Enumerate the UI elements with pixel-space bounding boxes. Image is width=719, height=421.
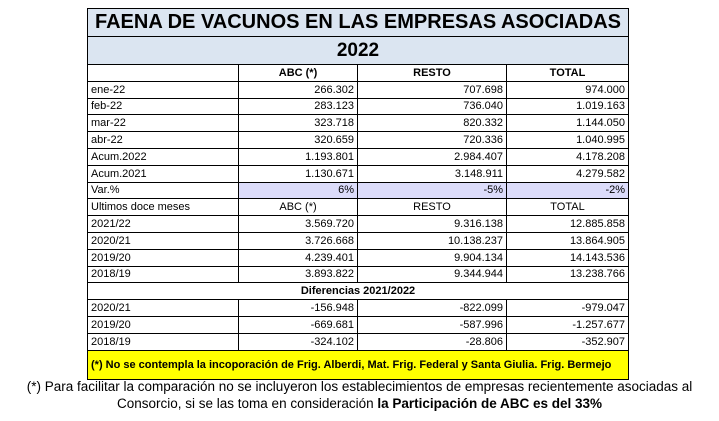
value-cell: -587.996 <box>357 315 507 334</box>
value-cell: -28.806 <box>357 332 507 351</box>
note-row: (*) No se contempla la incoporación de F… <box>87 349 629 380</box>
title-row: FAENA DE VACUNOS EN LAS EMPRESAS ASOCIAD… <box>87 8 629 37</box>
row-label: Acum.2022 <box>87 147 239 166</box>
header-cell: RESTO <box>357 198 507 217</box>
value-cell: 13.864.905 <box>506 231 629 250</box>
data-row: 2019/20 -669.681 -587.996 -1.257.677 <box>87 315 629 334</box>
value-cell: -2% <box>506 181 629 200</box>
value-cell: 4.239.401 <box>238 248 358 267</box>
value-cell: 2.984.407 <box>357 147 507 166</box>
value-cell: 266.302 <box>238 80 358 99</box>
data-row: 2018/19 -324.102 -28.806 -352.907 <box>87 332 629 351</box>
section-title: Diferencias 2021/2022 <box>87 282 629 301</box>
data-row: 2020/21 -156.948 -822.099 -979.047 <box>87 299 629 317</box>
value-cell: 320.659 <box>238 131 358 149</box>
header-cell: ABC (*) <box>238 198 358 217</box>
footnote: (*) Para facilitar la comparación no se … <box>0 378 719 412</box>
value-cell: 6% <box>238 181 358 200</box>
row-label: 2020/21 <box>87 299 239 317</box>
value-cell: 10.138.237 <box>357 231 507 250</box>
value-cell: -822.099 <box>357 299 507 317</box>
row-label: abr-22 <box>87 131 239 149</box>
header-cell <box>87 64 239 82</box>
row-label: feb-22 <box>87 97 239 116</box>
table-title: FAENA DE VACUNOS EN LAS EMPRESAS ASOCIAD… <box>87 8 629 37</box>
header-cell: TOTAL <box>506 64 629 82</box>
row-label: 2018/19 <box>87 332 239 351</box>
value-cell: 12.885.858 <box>506 215 629 233</box>
header-cell: TOTAL <box>506 198 629 217</box>
value-cell: 736.040 <box>357 97 507 116</box>
value-cell: -1.257.677 <box>506 315 629 334</box>
value-cell: 3.148.911 <box>357 164 507 183</box>
value-cell: 3.726.668 <box>238 231 358 250</box>
table-year: 2022 <box>87 36 629 65</box>
value-cell: -979.047 <box>506 299 629 317</box>
value-cell: 283.123 <box>238 97 358 116</box>
data-row: Acum.2021 1.130.671 3.148.911 4.279.582 <box>87 164 629 183</box>
value-cell: 820.332 <box>357 114 507 133</box>
data-table: FAENA DE VACUNOS EN LAS EMPRESAS ASOCIAD… <box>87 8 629 380</box>
data-row: 2018/19 3.893.822 9.344.944 13.238.766 <box>87 265 629 284</box>
row-label: Acum.2021 <box>87 164 239 183</box>
value-cell: 707.698 <box>357 80 507 99</box>
row-label: Var.% <box>87 181 239 200</box>
data-row: feb-22 283.123 736.040 1.019.163 <box>87 97 629 116</box>
value-cell: 9.316.138 <box>357 215 507 233</box>
value-cell: 323.718 <box>238 114 358 133</box>
table-container: FAENA DE VACUNOS EN LAS EMPRESAS ASOCIAD… <box>87 8 629 380</box>
value-cell: -5% <box>357 181 507 200</box>
data-row: abr-22 320.659 720.336 1.040.995 <box>87 131 629 149</box>
row-label: ene-22 <box>87 80 239 99</box>
value-cell: 14.143.536 <box>506 248 629 267</box>
value-cell: 3.893.822 <box>238 265 358 284</box>
data-row: 2021/22 3.569.720 9.316.138 12.885.858 <box>87 215 629 233</box>
value-cell: 1.019.163 <box>506 97 629 116</box>
value-cell: -352.907 <box>506 332 629 351</box>
row-label: 2018/19 <box>87 265 239 284</box>
value-cell: 3.569.720 <box>238 215 358 233</box>
header-cell: RESTO <box>357 64 507 82</box>
value-cell: 974.000 <box>506 80 629 99</box>
year-row: 2022 <box>87 36 629 65</box>
row-label: 2020/21 <box>87 231 239 250</box>
value-cell: 1.144.050 <box>506 114 629 133</box>
note: (*) No se contempla la incoporación de F… <box>87 349 629 380</box>
value-cell: 9.904.134 <box>357 248 507 267</box>
value-cell: 1.130.671 <box>238 164 358 183</box>
footnote-emphasis: la Participación de ABC es del 33% <box>377 396 602 411</box>
data-row: 2019/20 4.239.401 9.904.134 14.143.536 <box>87 248 629 267</box>
header-cell: ABC (*) <box>238 64 358 82</box>
value-cell: -324.102 <box>238 332 358 351</box>
data-row: 2020/21 3.726.668 10.138.237 13.864.905 <box>87 231 629 250</box>
row-label: 2021/22 <box>87 215 239 233</box>
value-cell: 1.193.801 <box>238 147 358 166</box>
value-cell: 4.279.582 <box>506 164 629 183</box>
header-row: ABC (*) RESTO TOTAL <box>87 64 629 82</box>
row-label: 2019/20 <box>87 248 239 267</box>
section-title-row: Diferencias 2021/2022 <box>87 282 629 301</box>
row-label: 2019/20 <box>87 315 239 334</box>
data-row: Acum.2022 1.193.801 2.984.407 4.178.208 <box>87 147 629 166</box>
value-cell: 13.238.766 <box>506 265 629 284</box>
data-row: ene-22 266.302 707.698 974.000 <box>87 80 629 99</box>
header-cell: Ultimos doce meses <box>87 198 239 217</box>
table-body: FAENA DE VACUNOS EN LAS EMPRESAS ASOCIAD… <box>87 8 629 380</box>
value-cell: -669.681 <box>238 315 358 334</box>
footnote-text: (*) Para facilitar la comparación no se … <box>26 379 693 411</box>
data-row: mar-22 323.718 820.332 1.144.050 <box>87 114 629 133</box>
data-row: Var.% 6% -5% -2% <box>87 181 629 200</box>
section-header-row: Ultimos doce meses ABC (*) RESTO TOTAL <box>87 198 629 217</box>
value-cell: 4.178.208 <box>506 147 629 166</box>
row-label: mar-22 <box>87 114 239 133</box>
value-cell: 9.344.944 <box>357 265 507 284</box>
value-cell: -156.948 <box>238 299 358 317</box>
value-cell: 1.040.995 <box>506 131 629 149</box>
value-cell: 720.336 <box>357 131 507 149</box>
